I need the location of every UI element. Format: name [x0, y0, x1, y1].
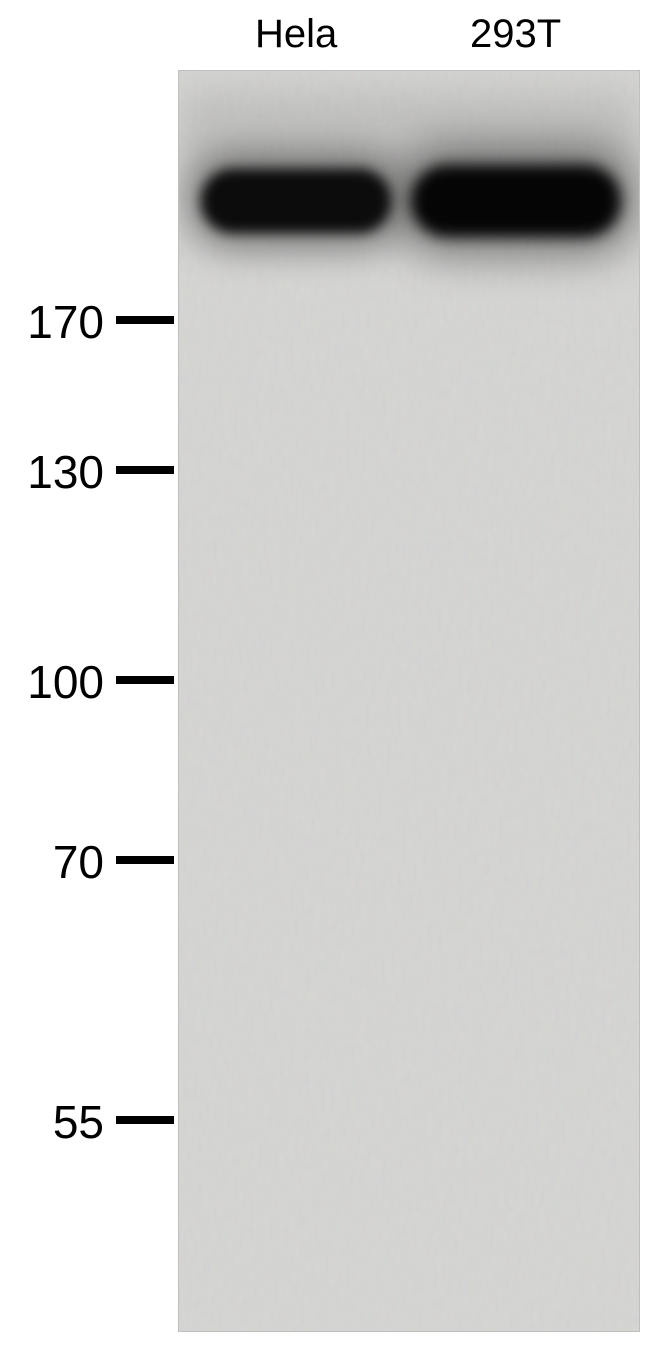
film-grain [179, 71, 639, 1331]
lane-label-293t: 293T [470, 12, 561, 57]
band-293t [411, 165, 621, 237]
mw-tick-55 [116, 1116, 174, 1124]
mw-marker-170: 170 [27, 295, 104, 349]
mw-tick-70 [116, 856, 174, 864]
blot-membrane [178, 70, 640, 1332]
mw-marker-100: 100 [27, 655, 104, 709]
mw-marker-130: 130 [27, 445, 104, 499]
lane-label-hela: Hela [255, 12, 337, 57]
mw-marker-70: 70 [53, 835, 104, 889]
mw-tick-170 [116, 316, 174, 324]
mw-tick-100 [116, 676, 174, 684]
mw-marker-55: 55 [53, 1095, 104, 1149]
western-blot-figure: Hela 293T 170 130 100 70 55 [0, 0, 650, 1349]
mw-tick-130 [116, 466, 174, 474]
band-hela [201, 169, 391, 233]
